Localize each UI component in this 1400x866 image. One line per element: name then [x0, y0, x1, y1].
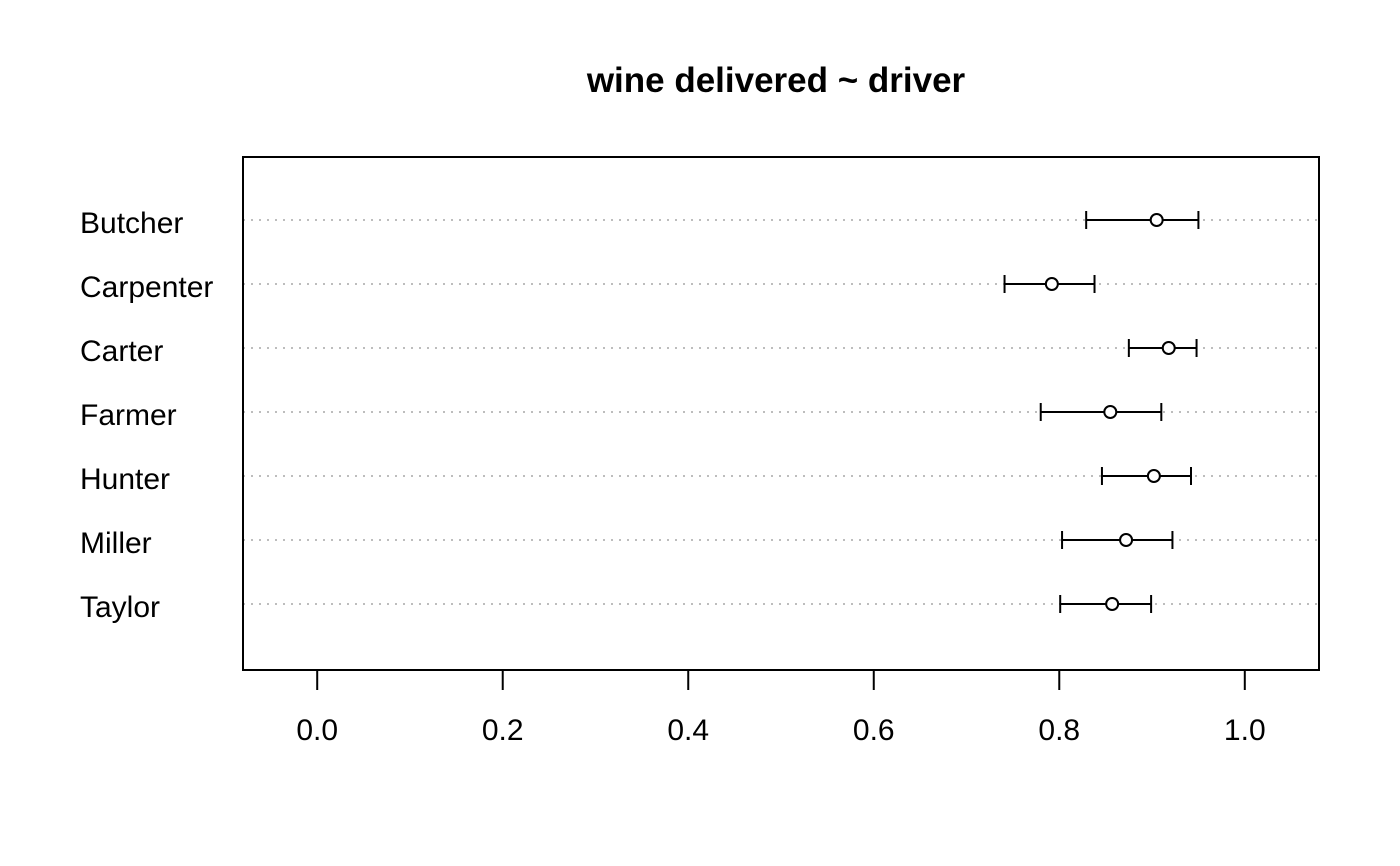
category-label: Hunter: [80, 463, 170, 496]
x-tick-label: 1.0: [1224, 714, 1266, 747]
estimate-point: [1146, 469, 1161, 483]
estimate-point: [1044, 277, 1059, 291]
category-label: Farmer: [80, 399, 177, 432]
x-tick-label: 0.4: [667, 714, 709, 747]
category-label: Butcher: [80, 207, 183, 240]
category-label: Taylor: [80, 591, 160, 624]
estimate-point: [1103, 405, 1118, 419]
x-tick-label: 0.0: [296, 714, 338, 747]
category-labels: Butcher Carpenter Carter Farmer Hunter Miller…: [80, 207, 213, 624]
plot-frame: [242, 156, 1320, 671]
category-label: Carter: [80, 335, 163, 368]
x-tick-label: 0.8: [1038, 714, 1080, 747]
estimate-point: [1161, 341, 1176, 355]
estimate-points: [1044, 213, 1176, 611]
error-bars: [1003, 211, 1200, 613]
category-label: Miller: [80, 527, 152, 560]
estimate-point: [1105, 597, 1120, 611]
estimate-point: [1119, 533, 1134, 547]
x-tick-label: 0.2: [482, 714, 524, 747]
x-axis: 0.0 0.2 0.4 0.6 0.8 1.0: [296, 669, 1266, 747]
category-label: Carpenter: [80, 271, 213, 304]
chart-title: wine delivered ~ driver: [586, 61, 966, 100]
estimate-point: [1149, 213, 1164, 227]
x-tick-label: 0.6: [853, 714, 895, 747]
